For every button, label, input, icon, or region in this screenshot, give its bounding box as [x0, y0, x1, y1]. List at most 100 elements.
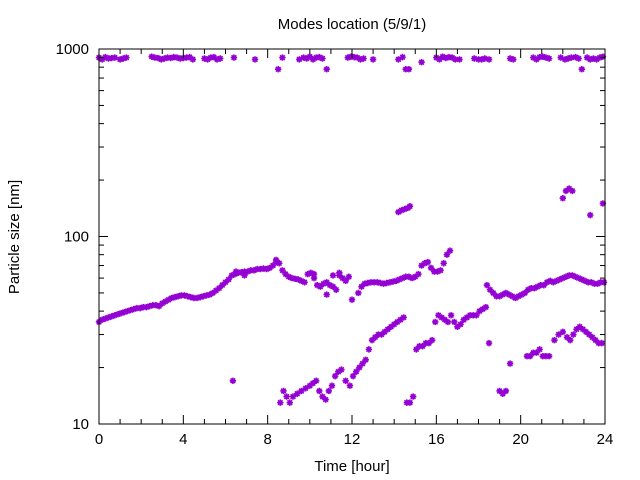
data-point	[168, 294, 175, 302]
data-point	[323, 66, 330, 73]
data-point	[219, 281, 226, 289]
data-point	[117, 309, 125, 317]
data-point	[583, 54, 591, 61]
data-point	[269, 262, 277, 269]
data-point	[438, 314, 445, 321]
data-point	[502, 387, 510, 395]
data-point	[401, 205, 408, 213]
data-point	[600, 279, 608, 286]
data-point	[406, 203, 414, 210]
data-point	[409, 393, 417, 400]
y-tick-label: 1000	[56, 41, 89, 58]
data-point	[289, 393, 297, 400]
data-point	[148, 53, 155, 60]
data-point	[530, 54, 537, 61]
data-point	[368, 336, 376, 344]
data-point	[413, 346, 420, 353]
data-point	[184, 293, 191, 300]
data-point	[98, 316, 106, 323]
data-point	[173, 54, 181, 61]
data-point	[551, 336, 558, 344]
data-point	[159, 300, 166, 307]
data-point	[114, 311, 122, 318]
data-point	[209, 289, 217, 297]
data-point	[408, 274, 416, 282]
data-point	[295, 276, 302, 283]
data-point	[485, 56, 493, 63]
data-point	[152, 302, 160, 309]
data-point	[306, 382, 314, 389]
data-point	[559, 274, 567, 282]
data-point	[592, 336, 599, 344]
data-point	[521, 289, 529, 297]
plot-frame	[98, 48, 606, 425]
chart-title: Modes location (5/9/1)	[278, 16, 426, 33]
data-point	[393, 277, 400, 285]
data-point	[277, 399, 284, 406]
data-point	[322, 396, 329, 403]
data-point	[435, 312, 442, 319]
data-point	[478, 56, 485, 63]
data-point	[540, 281, 548, 289]
data-point	[418, 59, 425, 66]
data-point	[506, 55, 514, 62]
data-point	[418, 262, 425, 269]
x-tick-label: 0	[95, 431, 103, 448]
data-point	[557, 54, 564, 61]
data-point	[598, 339, 606, 347]
data-point	[585, 331, 593, 338]
data-point	[456, 56, 463, 63]
data-point	[187, 293, 194, 301]
data-point	[405, 273, 413, 280]
data-point	[387, 323, 395, 330]
data-point	[339, 274, 346, 282]
data-point	[329, 272, 337, 279]
data-point	[427, 264, 435, 272]
data-point	[215, 284, 223, 292]
data-point	[448, 54, 456, 61]
data-point	[298, 277, 305, 285]
data-point	[161, 55, 168, 62]
x-tick-label: 24	[597, 431, 614, 448]
data-point	[510, 56, 517, 63]
data-point	[434, 268, 441, 275]
data-point	[536, 346, 543, 353]
data-point	[589, 334, 596, 341]
data-point	[306, 53, 314, 60]
data-point	[108, 313, 115, 320]
data-point	[384, 326, 392, 333]
data-point	[356, 364, 363, 371]
data-point	[200, 293, 207, 300]
data-point	[570, 331, 577, 338]
data-point	[293, 390, 301, 397]
data-point	[204, 56, 211, 63]
data-point	[587, 211, 594, 219]
data-point	[98, 56, 106, 63]
data-point	[398, 207, 405, 214]
data-point	[348, 296, 356, 303]
data-point	[232, 268, 240, 275]
data-point	[251, 56, 259, 63]
data-point	[569, 272, 576, 279]
data-point	[562, 273, 570, 280]
data-point	[575, 274, 582, 282]
data-point	[534, 283, 541, 290]
data-point	[111, 312, 119, 319]
data-point	[432, 318, 439, 326]
data-point	[390, 321, 398, 328]
data-point	[346, 382, 354, 389]
data-point	[563, 334, 571, 341]
data-point	[436, 56, 443, 63]
data-point	[332, 286, 340, 293]
data-point	[314, 281, 321, 289]
data-point	[576, 323, 583, 330]
data-point	[457, 321, 464, 328]
data-point	[136, 304, 144, 312]
data-point	[441, 316, 448, 323]
data-point	[349, 372, 357, 380]
data-point	[399, 53, 406, 61]
data-point	[328, 382, 336, 389]
data-point	[359, 360, 366, 367]
data-point	[201, 55, 208, 62]
data-point	[181, 292, 188, 299]
